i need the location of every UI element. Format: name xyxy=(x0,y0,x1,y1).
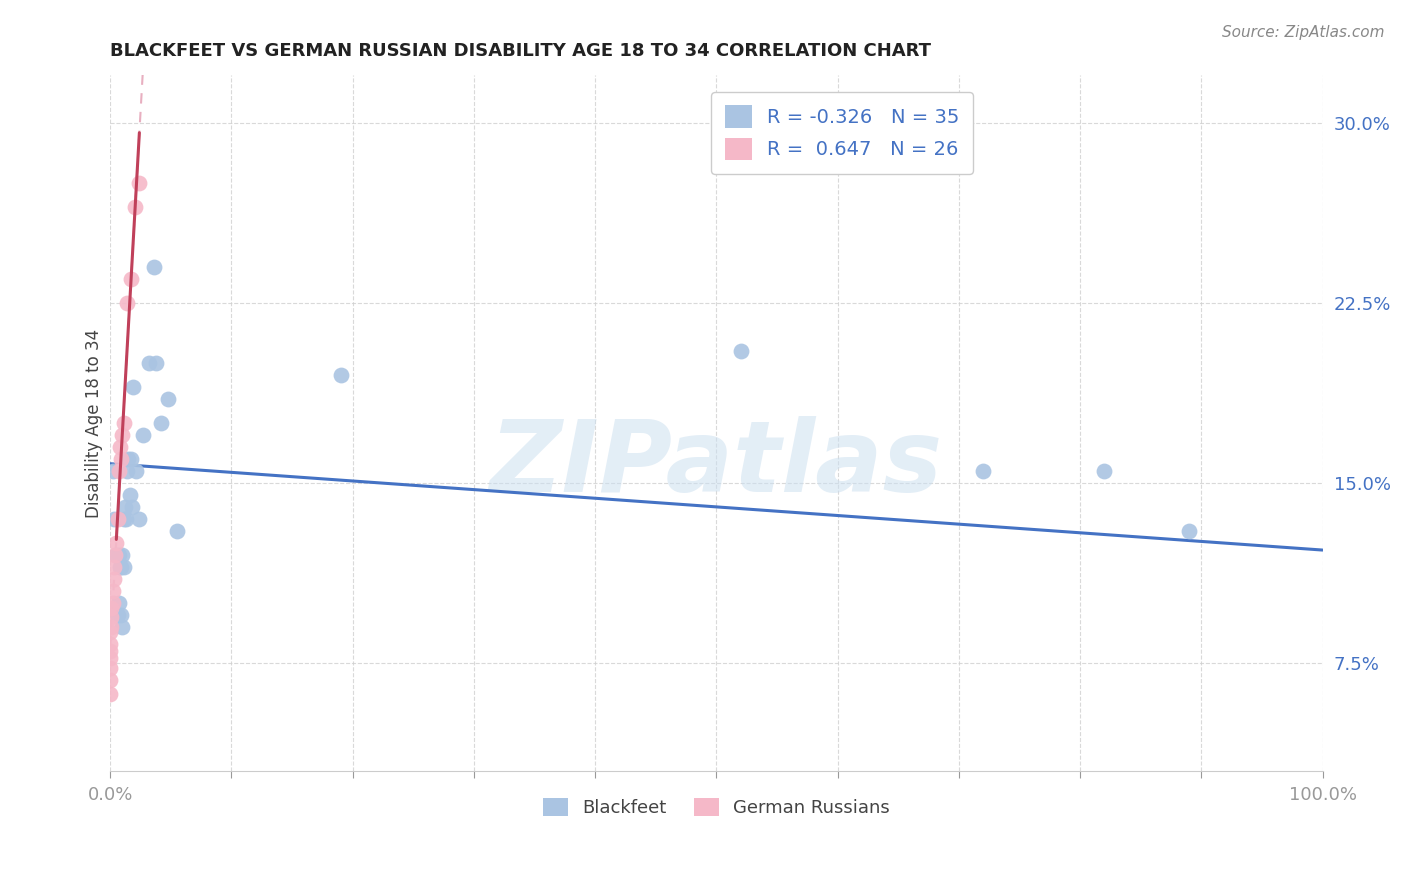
Y-axis label: Disability Age 18 to 34: Disability Age 18 to 34 xyxy=(86,328,103,517)
Point xyxy=(98,644,121,658)
Point xyxy=(98,651,121,665)
Point xyxy=(107,596,129,610)
Point xyxy=(107,548,129,562)
Point xyxy=(142,260,165,274)
Point xyxy=(98,624,121,639)
Point xyxy=(1092,464,1115,478)
Point xyxy=(111,548,134,562)
Point xyxy=(145,356,167,370)
Point xyxy=(150,416,173,430)
Point xyxy=(972,464,994,478)
Point xyxy=(111,428,134,442)
Point xyxy=(114,500,136,514)
Point xyxy=(105,548,128,562)
Point xyxy=(120,451,142,466)
Point xyxy=(100,610,122,624)
Point xyxy=(103,512,125,526)
Point xyxy=(105,536,128,550)
Text: Source: ZipAtlas.com: Source: ZipAtlas.com xyxy=(1222,25,1385,40)
Point xyxy=(107,512,129,526)
Point xyxy=(125,464,148,478)
Point xyxy=(110,607,132,622)
Point xyxy=(110,451,132,466)
Point xyxy=(98,673,121,687)
Point xyxy=(118,488,141,502)
Point xyxy=(1178,524,1201,538)
Point xyxy=(100,600,122,615)
Point xyxy=(112,512,135,526)
Point xyxy=(98,687,121,701)
Point xyxy=(103,559,125,574)
Legend: Blackfeet, German Russians: Blackfeet, German Russians xyxy=(536,790,897,824)
Point xyxy=(104,548,127,562)
Point xyxy=(108,440,131,454)
Point xyxy=(98,660,121,674)
Point xyxy=(117,451,139,466)
Point xyxy=(329,368,352,382)
Point xyxy=(120,272,142,286)
Point xyxy=(117,296,139,310)
Point xyxy=(128,176,150,190)
Point xyxy=(110,559,132,574)
Point xyxy=(115,512,138,526)
Point xyxy=(730,343,752,358)
Text: ZIPatlas: ZIPatlas xyxy=(489,417,943,513)
Point xyxy=(112,559,135,574)
Point xyxy=(101,596,124,610)
Point xyxy=(103,572,125,586)
Point xyxy=(117,464,139,478)
Point xyxy=(101,464,124,478)
Point xyxy=(124,200,146,214)
Point xyxy=(112,416,135,430)
Point xyxy=(98,637,121,651)
Point xyxy=(101,583,124,598)
Point xyxy=(128,512,150,526)
Point xyxy=(108,559,131,574)
Point xyxy=(100,620,122,634)
Point xyxy=(122,380,145,394)
Point xyxy=(138,356,160,370)
Point xyxy=(111,620,134,634)
Point xyxy=(166,524,188,538)
Point xyxy=(107,607,129,622)
Point xyxy=(132,428,155,442)
Point xyxy=(157,392,180,406)
Point xyxy=(107,464,129,478)
Text: BLACKFEET VS GERMAN RUSSIAN DISABILITY AGE 18 TO 34 CORRELATION CHART: BLACKFEET VS GERMAN RUSSIAN DISABILITY A… xyxy=(110,42,931,60)
Point xyxy=(121,500,143,514)
